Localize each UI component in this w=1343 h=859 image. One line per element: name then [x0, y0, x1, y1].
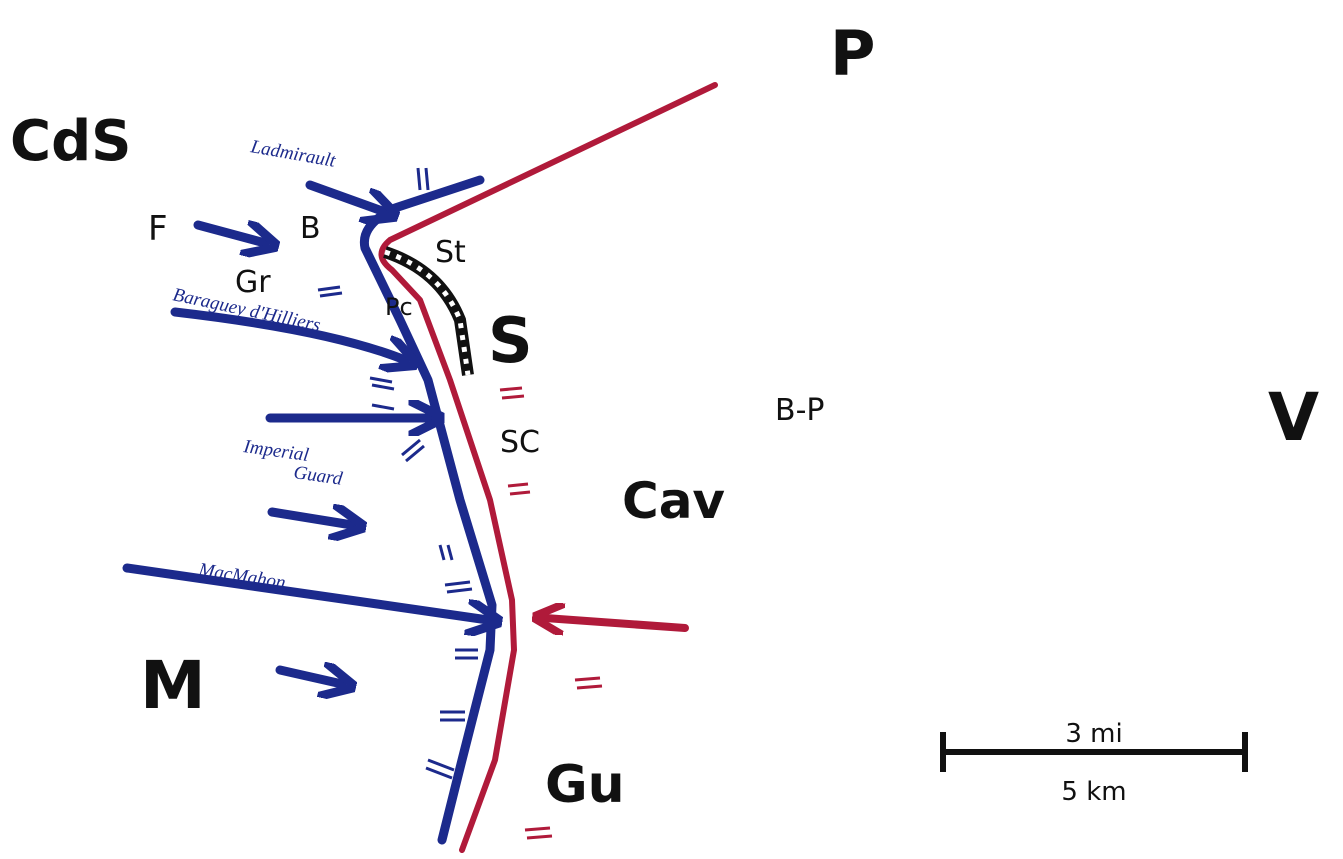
place-label: B-P: [775, 393, 825, 428]
place-label: Cav: [622, 472, 725, 530]
place-label: S: [488, 304, 533, 377]
place-label: SC: [500, 425, 540, 460]
corps-label: Imperial: [241, 436, 310, 466]
place-label: Gu: [545, 755, 625, 815]
place-label: V: [1268, 379, 1319, 456]
place-label: CdS: [10, 109, 132, 174]
scale-label: 3 mi: [1065, 719, 1122, 749]
place-label: P: [830, 17, 875, 90]
place-label: Pc: [385, 293, 413, 321]
place-label: F: [148, 209, 168, 249]
place-label: Gr: [235, 265, 271, 300]
place-label: B: [300, 211, 321, 246]
french-attacks: [127, 185, 488, 684]
place-label: M: [140, 647, 206, 724]
prussian-attack: [545, 618, 685, 628]
corps-label: Guard: [292, 462, 344, 490]
place-label: St: [435, 235, 466, 270]
scale-label: 5 km: [1061, 777, 1126, 807]
map: P CdS F B St Gr Pc S B-P V SC Cav M Gu L…: [0, 0, 1343, 859]
corps-label: Ladmirault: [248, 136, 338, 172]
